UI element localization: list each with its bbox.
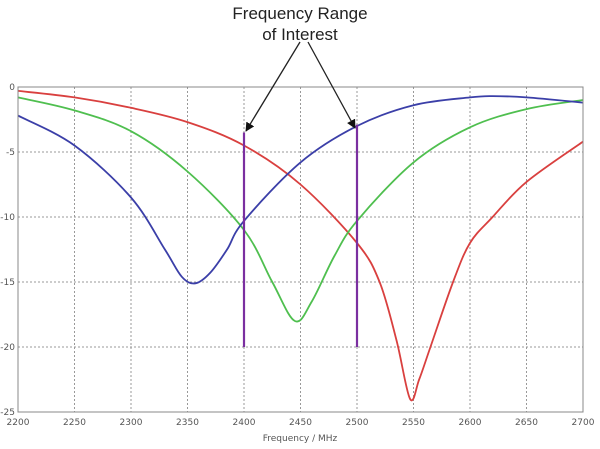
annotation-arrow-right [307,41,356,129]
y-tick-label: -10 [0,213,15,223]
x-tick-label: 2350 [176,418,199,428]
annotation-line2: of Interest [262,25,338,44]
series-line-2 [17,96,584,323]
x-tick-label: 2450 [289,418,312,428]
x-tick-label: 2650 [515,418,538,428]
x-tick-label: 2400 [233,418,256,428]
x-tick-label: 2500 [346,418,369,428]
x-axis-label: Frequency / MHz [263,434,338,444]
x-tick-label: 2200 [7,418,30,428]
grid [17,86,584,413]
series-line-1 [17,90,584,402]
y-tick-label: -25 [0,408,15,418]
series-group [17,90,584,402]
x-tick-label: 2600 [459,418,482,428]
plot-frame [17,86,584,413]
annotation-arrow-left [245,41,301,132]
x-tick-label: 2250 [63,418,86,428]
annotation-line1: Frequency Range [232,4,367,23]
y-tick-label: 0 [9,83,15,93]
tick-labels: 2200 2250 2300 2350 2400 2450 2500 2550 2600 2650… [0,83,594,428]
y-tick-label: -20 [0,343,15,353]
series-line-3 [17,95,584,285]
x-tick-label: 2300 [120,418,143,428]
y-tick-label: -5 [6,148,15,158]
x-tick-label: 2700 [572,418,595,428]
x-tick-label: 2550 [402,418,425,428]
y-tick-label: -15 [0,278,15,288]
range-markers [242,124,359,347]
